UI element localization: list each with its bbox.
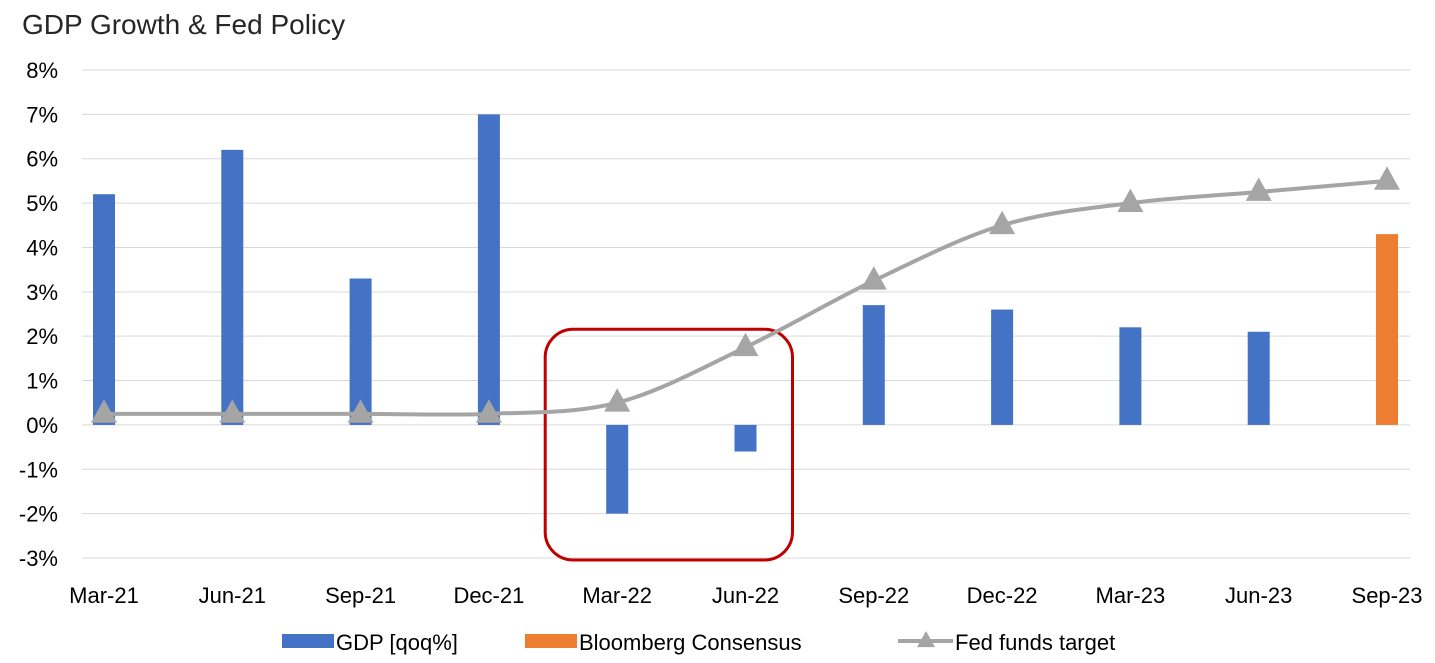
legend-swatch-bloomberg-consensus [525,634,577,648]
gridlines [82,69,1410,559]
x-tick-label: Dec-21 [453,583,524,608]
y-tick-label: 0% [26,413,58,438]
y-axis-ticks: -3% -2% -1% 0% 1% 2% 3% 4% 5% 6% 7% 8% [19,58,58,571]
line-fed-funds-target [104,178,1388,417]
marker-fed-funds-target-dec-21 [475,399,502,423]
x-tick-label: Jun-21 [199,583,266,608]
x-tick-label: Sep-21 [325,583,396,608]
y-tick-label: -3% [19,546,58,571]
x-tick-label: Sep-22 [838,583,909,608]
marker-fed-funds-target-mar-22 [604,388,631,412]
x-tick-label: Mar-23 [1096,583,1166,608]
bar-gdp-qoq-mar-22 [606,424,629,514]
x-tick-label: Jun-23 [1225,583,1292,608]
bar-gdp-qoq-sep-22 [862,305,885,425]
y-tick-label: 1% [26,369,58,394]
x-tick-label: Jun-22 [712,583,779,608]
marker-fed-funds-target-mar-21 [91,399,117,423]
legend-label-gdp-qoq: GDP [qoq%] [336,630,458,655]
y-tick-label: 4% [26,235,58,260]
y-tick-label: -2% [19,502,58,527]
highlight-box-annotation [543,327,795,562]
legend-label-bloomberg-consensus: Bloomberg Consensus [579,630,802,655]
annotations [543,327,795,562]
marker-fed-funds-target-dec-22 [989,210,1016,235]
bar-gdp-qoq-jun-23 [1247,331,1270,425]
bars [93,114,1398,514]
bar-gdp-qoq-mar-21 [93,194,115,425]
legend: GDP [qoq%] Bloomberg Consensus Fed funds t… [282,630,1115,655]
chart-title: GDP Growth & Fed Policy [22,9,345,40]
bar-gdp-qoq-mar-23 [1119,327,1142,425]
x-tick-label: Dec-22 [967,583,1038,608]
marker-fed-funds-target-jun-22 [732,332,759,357]
y-tick-label: -1% [19,457,58,482]
legend-marker-fed-funds-target [917,630,935,648]
y-tick-label: 8% [26,58,58,83]
x-tick-label: Mar-22 [582,583,652,608]
bar-gdp-qoq-jun-21 [221,149,244,425]
marker-fed-funds-target-sep-21 [347,399,374,423]
y-tick-label: 6% [26,147,58,172]
marker-fed-funds-target-jun-23 [1245,177,1272,201]
y-tick-label: 7% [26,102,58,127]
y-tick-label: 3% [26,280,58,305]
marker-fed-funds-target-sep-23 [1374,166,1400,190]
marker-fed-funds-target-mar-23 [1117,188,1144,212]
bar-gdp-qoq-sep-21 [349,278,372,425]
legend-label-fed-funds-target: Fed funds target [955,630,1115,655]
bar-gdp-qoq-jun-22 [734,424,757,452]
marker-fed-funds-target-jun-21 [219,399,246,423]
bar-bloomberg-consensus-sep-23 [1376,234,1398,425]
y-tick-label: 5% [26,191,58,216]
x-tick-label: Sep-23 [1352,583,1423,608]
legend-swatch-gdp-qoq [282,634,334,648]
marker-fed-funds-target-sep-22 [860,266,887,290]
x-tick-label: Mar-21 [69,583,139,608]
x-axis-ticks: Mar-21 Jun-21 Sep-21 Dec-21 Mar-22 Jun-22 Sep-… [69,583,1422,608]
bar-gdp-qoq-dec-22 [991,309,1014,425]
y-tick-label: 2% [26,324,58,349]
fed-funds-line-layer [91,166,1400,423]
bar-gdp-qoq-dec-21 [477,114,500,425]
